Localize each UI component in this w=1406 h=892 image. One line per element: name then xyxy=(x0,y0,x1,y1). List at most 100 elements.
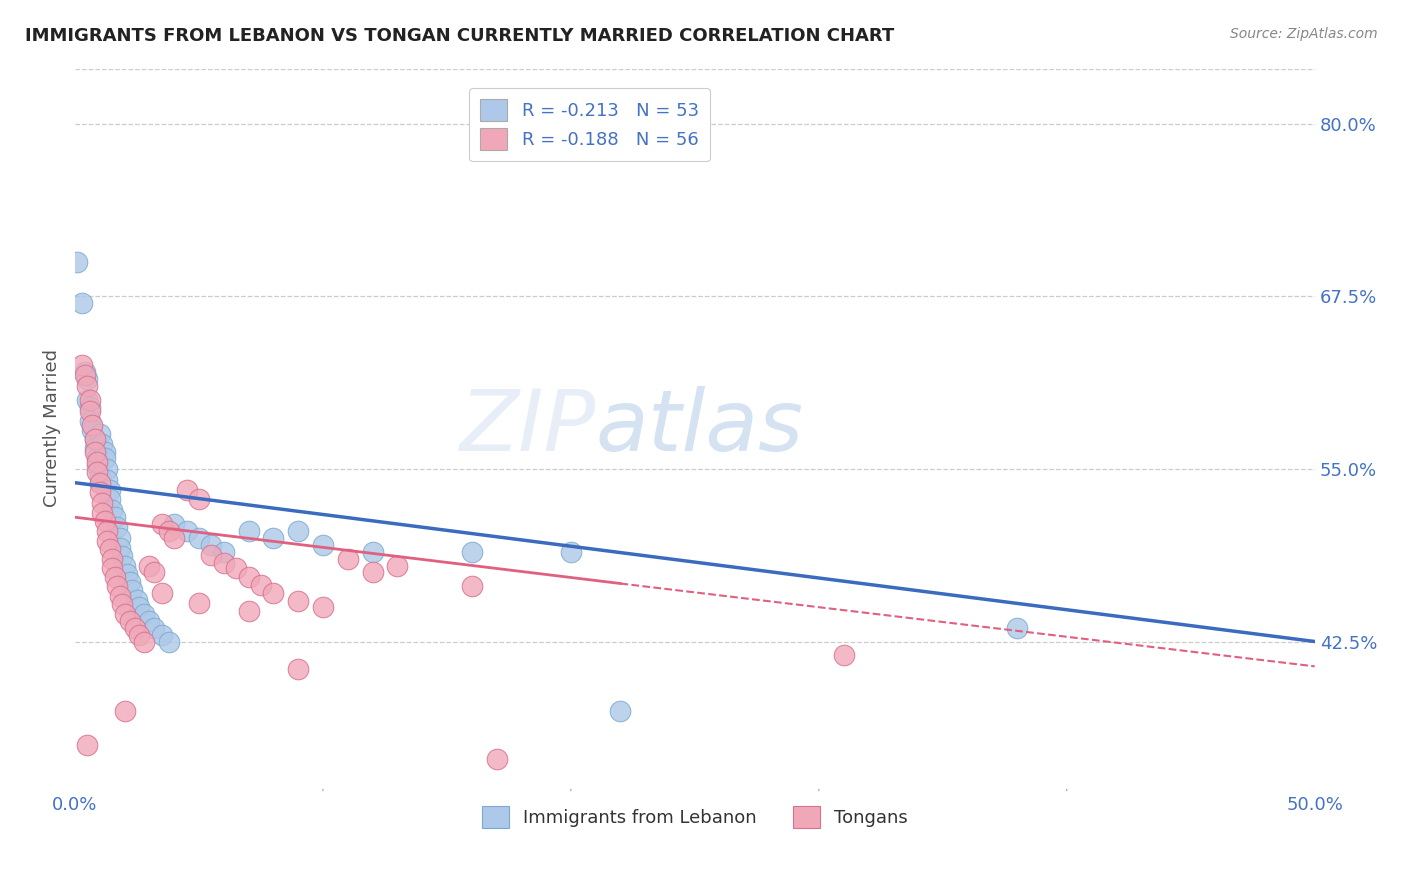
Point xyxy=(212,545,235,559)
Point xyxy=(118,575,141,590)
Point xyxy=(114,704,136,718)
Point xyxy=(89,475,111,490)
Point xyxy=(150,627,173,641)
Point xyxy=(83,432,105,446)
Point xyxy=(134,634,156,648)
Point xyxy=(94,515,117,529)
Point xyxy=(150,517,173,532)
Point xyxy=(114,558,136,573)
Point xyxy=(101,551,124,566)
Point xyxy=(312,599,335,614)
Point xyxy=(82,423,104,437)
Point xyxy=(176,524,198,538)
Point xyxy=(76,379,98,393)
Point xyxy=(96,533,118,548)
Point xyxy=(91,506,114,520)
Point xyxy=(86,455,108,469)
Point xyxy=(176,483,198,497)
Point xyxy=(460,579,482,593)
Point xyxy=(66,255,89,269)
Point xyxy=(79,400,101,414)
Point xyxy=(83,441,105,455)
Point xyxy=(72,296,94,310)
Point xyxy=(157,634,180,648)
Text: ZIP: ZIP xyxy=(460,386,596,469)
Point xyxy=(79,404,101,418)
Point xyxy=(143,621,166,635)
Point xyxy=(73,365,96,379)
Point xyxy=(188,596,211,610)
Point xyxy=(91,437,114,451)
Point xyxy=(89,475,111,490)
Point xyxy=(104,510,127,524)
Point xyxy=(89,485,111,500)
Point xyxy=(96,462,118,476)
Point xyxy=(238,604,260,618)
Point xyxy=(609,704,631,718)
Point xyxy=(94,450,117,465)
Point xyxy=(238,524,260,538)
Point xyxy=(108,531,131,545)
Point xyxy=(212,556,235,570)
Point xyxy=(115,566,138,581)
Point xyxy=(336,551,359,566)
Point xyxy=(262,586,284,600)
Point xyxy=(485,752,508,766)
Point xyxy=(108,589,131,603)
Point xyxy=(83,445,105,459)
Point xyxy=(114,607,136,621)
Point xyxy=(96,524,118,538)
Point xyxy=(238,569,260,583)
Point xyxy=(200,538,222,552)
Point xyxy=(250,578,273,592)
Point xyxy=(83,432,105,446)
Legend: Immigrants from Lebanon, Tongans: Immigrants from Lebanon, Tongans xyxy=(474,798,915,835)
Point xyxy=(163,517,186,532)
Point xyxy=(287,662,309,676)
Point xyxy=(111,549,134,563)
Point xyxy=(361,545,384,559)
Point xyxy=(150,586,173,600)
Point xyxy=(105,579,128,593)
Point xyxy=(76,738,98,752)
Point xyxy=(101,503,124,517)
Point xyxy=(105,520,128,534)
Point xyxy=(79,414,101,428)
Point xyxy=(287,594,309,608)
Point xyxy=(124,621,146,635)
Point xyxy=(200,548,222,562)
Point xyxy=(72,359,94,373)
Point xyxy=(262,531,284,545)
Point xyxy=(125,593,148,607)
Point xyxy=(163,531,186,545)
Point xyxy=(111,597,134,611)
Point xyxy=(104,569,127,583)
Point xyxy=(361,566,384,580)
Point xyxy=(86,450,108,465)
Point xyxy=(89,427,111,442)
Point xyxy=(108,541,131,555)
Point xyxy=(1005,621,1028,635)
Y-axis label: Currently Married: Currently Married xyxy=(44,349,60,507)
Point xyxy=(76,392,98,407)
Point xyxy=(98,483,121,497)
Text: IMMIGRANTS FROM LEBANON VS TONGAN CURRENTLY MARRIED CORRELATION CHART: IMMIGRANTS FROM LEBANON VS TONGAN CURREN… xyxy=(25,27,894,45)
Point xyxy=(832,648,855,663)
Point xyxy=(76,372,98,386)
Point xyxy=(143,566,166,580)
Point xyxy=(94,445,117,459)
Point xyxy=(98,541,121,556)
Point xyxy=(128,627,150,641)
Point xyxy=(96,473,118,487)
Point xyxy=(460,545,482,559)
Point xyxy=(91,496,114,510)
Point xyxy=(138,558,160,573)
Point xyxy=(138,614,160,628)
Point xyxy=(73,368,96,382)
Point xyxy=(188,492,211,507)
Point xyxy=(560,545,582,559)
Point xyxy=(188,531,211,545)
Point xyxy=(79,392,101,407)
Point xyxy=(82,417,104,432)
Text: atlas: atlas xyxy=(596,386,804,469)
